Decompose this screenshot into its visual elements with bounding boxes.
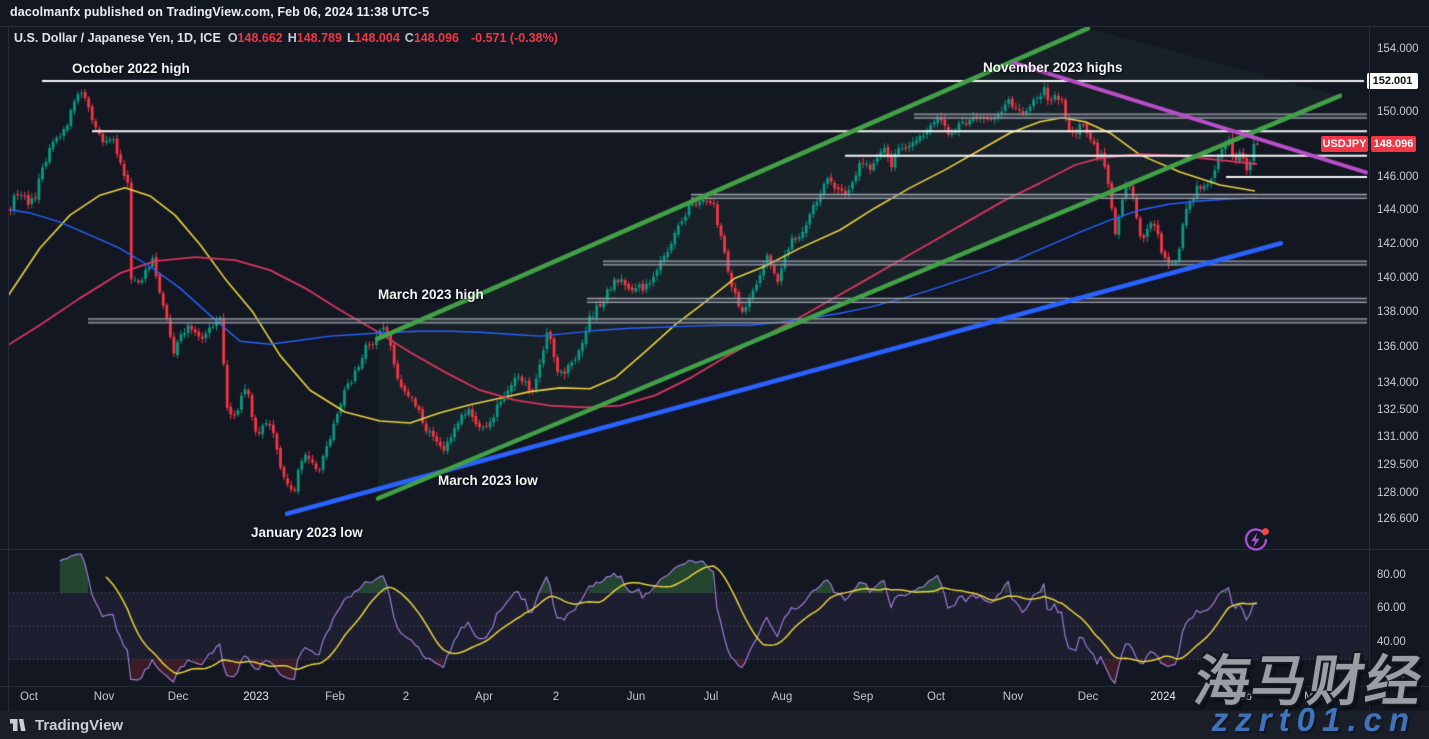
ohlc-value: 148.662 [237, 31, 283, 45]
ohlc-values: O148.662 H148.789 L148.004 C148.096 [228, 31, 464, 45]
last-price-badge: 148.096 [1371, 136, 1416, 152]
time-tick-label: Apr [475, 691, 493, 703]
ohlc-key: H [287, 31, 297, 45]
time-tick-label: Nov [1002, 691, 1024, 703]
price-tick-label: 126.600 [1377, 513, 1419, 526]
time-tick-label: Mar [1304, 691, 1324, 703]
ohlc-value: 148.004 [354, 31, 400, 45]
time-axis-divider [0, 686, 1429, 687]
price-tick-label: 140.000 [1377, 271, 1419, 284]
boost-lightning-icon[interactable] [1238, 522, 1272, 556]
time-tick-label: 2 [552, 691, 560, 703]
price-tick-label: 144.000 [1377, 203, 1419, 216]
chart-annotation[interactable]: October 2022 high [72, 61, 190, 76]
symbol-title: U.S. Dollar / Japanese Yen, 1D, ICE [14, 31, 221, 45]
price-tick-label: 154.000 [1377, 42, 1419, 55]
tradingview-brand-text[interactable]: TradingView [35, 716, 124, 734]
ohlc-key: O [227, 31, 238, 45]
time-tick-label: 2 [402, 691, 410, 703]
rsi-tick-label: 60.00 [1377, 602, 1406, 615]
chart-annotation[interactable]: March 2023 low [438, 473, 538, 488]
chart-annotation[interactable]: March 2023 high [378, 287, 484, 302]
rsi-tick-label: 80.00 [1377, 569, 1406, 581]
price-tick-label: 128.000 [1377, 487, 1419, 499]
price-tick-label: 132.500 [1377, 403, 1419, 416]
ohlc-value: 148.096 [413, 31, 459, 45]
watermark-url: zzrt01.cn [1211, 701, 1416, 738]
price-tick-label: 146.000 [1377, 170, 1419, 183]
chart-left-border [8, 26, 9, 711]
price-tick-label: 138.000 [1377, 306, 1419, 319]
time-tick-label: Aug [771, 691, 793, 703]
tradingview-logo-icon[interactable] [10, 717, 29, 734]
time-tick-label: Feb [1232, 691, 1252, 703]
time-tick-label: Dec [1077, 691, 1099, 703]
price-tick-label: 131.000 [1377, 431, 1419, 444]
panel-divider[interactable] [0, 549, 1429, 550]
footer-bar: TradingView [0, 711, 1429, 739]
ohlc-value: 148.789 [296, 31, 342, 45]
time-tick-label: Jun [626, 691, 646, 703]
time-tick-label: Feb [325, 691, 345, 703]
price-tick-label: 136.000 [1377, 341, 1419, 354]
time-tick-label: 2023 [243, 691, 269, 703]
price-tick-label: 142.000 [1377, 237, 1419, 250]
published-bar-text: dacolmanfx published on TradingView.com,… [10, 5, 430, 19]
ohlc-key: L [346, 31, 355, 45]
last-price-symbol-badge: USDJPY [1321, 136, 1368, 152]
price-tick-label: 129.500 [1377, 459, 1419, 471]
chart-annotation[interactable]: November 2023 highs [983, 60, 1123, 75]
time-tick-label: Jul [703, 691, 719, 703]
price-tick-label: 134.000 [1377, 376, 1419, 389]
time-tick-label: Oct [927, 691, 945, 703]
price-axis-divider[interactable] [1369, 26, 1370, 711]
time-tick-label: Dec [167, 691, 189, 703]
chart-top-border [0, 26, 1429, 27]
time-tick-label: Sep [852, 691, 874, 703]
rsi-tick-label: 40.00 [1377, 635, 1406, 648]
rsi-tick-label: 20.00 [1377, 669, 1406, 681]
time-tick-label: Nov [93, 691, 115, 703]
ohlc-key: C [404, 31, 414, 45]
price-change: -0.571 (-0.38%) [471, 31, 558, 45]
chart-annotation[interactable]: January 2023 low [251, 525, 363, 540]
time-tick-label: Oct [20, 691, 38, 703]
price-tick-label: 150.000 [1377, 105, 1419, 118]
horizontal-line-price-label: 152.001 [1367, 73, 1418, 89]
time-tick-label: 2024 [1150, 691, 1176, 703]
symbol-header[interactable]: U.S. Dollar / Japanese Yen, 1D, ICE O148… [14, 31, 558, 45]
